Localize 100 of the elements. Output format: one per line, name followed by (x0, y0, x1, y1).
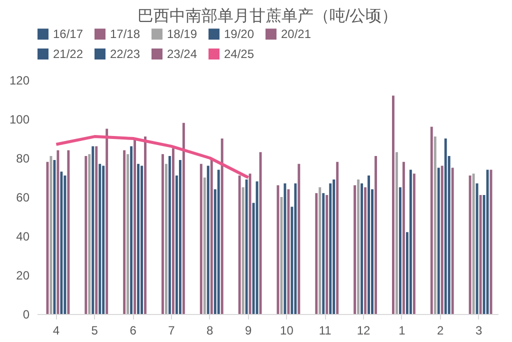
bar (326, 195, 328, 314)
bar (374, 156, 377, 314)
bar (53, 160, 56, 314)
bar (206, 166, 210, 314)
x-tick-label: 7 (168, 324, 176, 338)
x-tick-label: 10 (280, 324, 294, 338)
legend-label: 21/22 (53, 47, 84, 61)
bar (248, 174, 252, 314)
bar (123, 150, 126, 314)
x-tick-label: 11 (318, 324, 332, 338)
bar (468, 176, 472, 314)
bar (444, 138, 447, 314)
bar (284, 183, 286, 314)
x-tick-label: 3 (475, 324, 482, 338)
bar (322, 193, 325, 314)
bar (217, 170, 220, 314)
bar (472, 174, 475, 314)
bar (200, 164, 202, 314)
legend-label: 20/21 (281, 27, 312, 42)
bar (162, 154, 164, 314)
legend-label: 19/20 (224, 27, 254, 42)
x-tick-label: 12 (356, 324, 371, 338)
bar (402, 162, 405, 314)
bar (242, 187, 244, 314)
bar (315, 193, 318, 314)
legend-label: 17/18 (110, 27, 140, 42)
bar (178, 160, 182, 314)
bar (392, 96, 394, 314)
bar (409, 170, 412, 314)
x-tick-label: 4 (52, 324, 60, 338)
bar (172, 148, 174, 314)
bar (210, 158, 213, 314)
legend-label: 22/23 (110, 47, 140, 61)
bar (318, 187, 322, 314)
bar (395, 152, 398, 314)
bar (126, 154, 130, 314)
x-tick-label: 1 (398, 324, 406, 338)
bar (332, 179, 336, 314)
bar (95, 146, 98, 314)
bar (92, 146, 94, 314)
bar (168, 156, 171, 314)
bar (137, 164, 140, 314)
legend-label: 24/25 (224, 47, 254, 61)
bar (220, 138, 224, 314)
bar (56, 150, 60, 314)
bar (360, 183, 364, 314)
bar (430, 126, 433, 314)
x-tick-label: 8 (206, 324, 214, 338)
y-tick-label: 60 (16, 190, 30, 204)
y-tick-label: 120 (9, 74, 30, 88)
bar (50, 156, 52, 314)
bar (294, 183, 297, 314)
bar (336, 162, 339, 314)
bar (368, 176, 370, 314)
bar (434, 136, 436, 314)
chart-title: 巴西中南部单月甘蔗单产（吨/公顷） (137, 7, 398, 25)
bar (140, 166, 143, 314)
bar (203, 178, 206, 314)
x-tick-label: 9 (244, 324, 252, 338)
bar (164, 164, 168, 314)
bar (298, 164, 300, 314)
legend-label: 18/19 (167, 27, 198, 42)
bar (280, 197, 283, 314)
bar (476, 183, 478, 314)
bar (479, 195, 482, 314)
legend-label: 16/17 (53, 27, 84, 42)
bar (130, 146, 133, 314)
bar (329, 183, 332, 314)
bar (238, 176, 241, 314)
bar (412, 174, 416, 314)
bar (364, 187, 367, 314)
legend-label: 23/24 (167, 47, 198, 61)
bar (440, 166, 444, 314)
x-tick-label: 5 (91, 324, 98, 338)
line-series (54, 135, 250, 179)
bar (106, 128, 108, 314)
y-tick-label: 0 (22, 308, 30, 322)
bar (398, 187, 402, 314)
bar (84, 156, 88, 314)
bar (357, 179, 360, 314)
bar (88, 154, 91, 314)
bar (182, 122, 185, 314)
bar (60, 172, 63, 314)
y-tick-label: 100 (9, 112, 30, 126)
x-tick-label: 2 (437, 324, 444, 338)
x-tick-label: 6 (130, 324, 137, 338)
bar (98, 164, 102, 314)
y-tick-label: 80 (16, 152, 30, 166)
bar (134, 138, 136, 314)
y-tick-label: 20 (16, 268, 30, 282)
bar (437, 168, 440, 314)
bar (67, 150, 70, 314)
y-tick-label: 40 (16, 230, 30, 244)
bar (144, 136, 146, 314)
bar (245, 179, 248, 314)
bar (354, 185, 356, 314)
bar (64, 176, 66, 314)
bar (287, 189, 290, 314)
bar (102, 166, 105, 314)
bar (451, 168, 454, 314)
